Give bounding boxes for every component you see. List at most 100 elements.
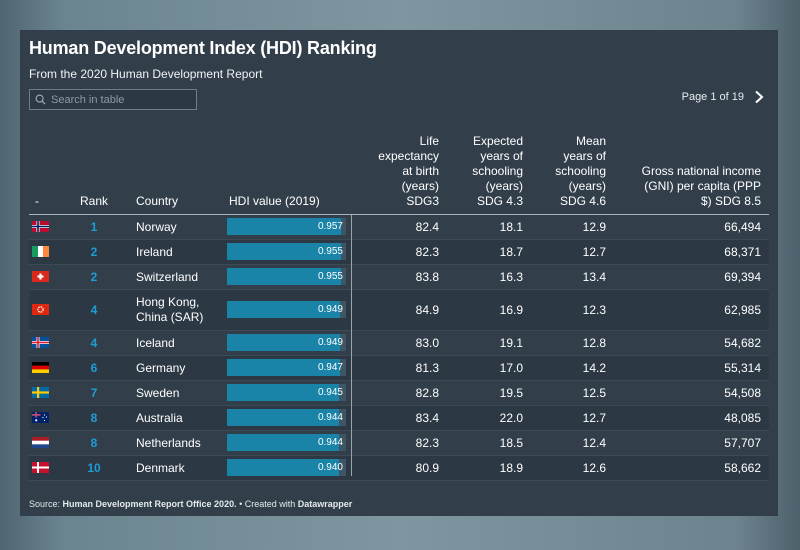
country-cell: Germany bbox=[136, 356, 226, 380]
created-tool-link[interactable]: Datawrapper bbox=[297, 499, 353, 509]
hdi-value: 0.955 bbox=[317, 271, 343, 282]
life-expectancy-cell: 82.3 bbox=[415, 245, 439, 259]
switzerland-flag-icon bbox=[32, 271, 49, 282]
page-title: Human Development Index (HDI) Ranking bbox=[29, 38, 377, 58]
country-cell: Ireland bbox=[136, 240, 226, 264]
country-cell: Norway bbox=[136, 215, 226, 239]
col-header-gni-line: (GNI) per capita (PPP bbox=[644, 179, 761, 193]
expected-schooling-cell: 16.9 bbox=[499, 303, 523, 317]
mean-schooling-cell: 12.8 bbox=[582, 336, 606, 350]
rank-cell: 4 bbox=[90, 336, 98, 350]
country-name: Netherlands bbox=[136, 435, 201, 450]
iceland-flag-icon bbox=[32, 337, 49, 348]
hdi-bar-track: 0.944 bbox=[227, 434, 346, 451]
mean-schooling-cell: 12.7 bbox=[582, 245, 606, 259]
hdi-bar-track: 0.947 bbox=[227, 359, 346, 376]
mean-schooling-cell: 13.4 bbox=[582, 270, 606, 284]
hdi-bar-track: 0.955 bbox=[227, 268, 346, 285]
col-header-life-expectancy-line: SDG3 bbox=[406, 194, 439, 208]
hdi-value: 0.945 bbox=[317, 387, 343, 398]
table-row: 10 Denmark 0.940 80.9 18.9 12.6 58,662 bbox=[29, 456, 769, 481]
col-header-hdi[interactable]: HDI value (2019) bbox=[229, 194, 320, 208]
source-name: Human Development Report Office 2020. bbox=[62, 499, 237, 509]
life-expectancy-cell: 83.4 bbox=[415, 411, 439, 425]
mean-schooling-cell: 12.9 bbox=[582, 220, 606, 234]
col-header-rank[interactable]: Rank bbox=[79, 194, 108, 208]
col-header-country[interactable]: Country bbox=[136, 194, 179, 208]
search-icon bbox=[35, 94, 46, 105]
country-cell: Denmark bbox=[136, 456, 226, 480]
norway-flag-icon bbox=[32, 221, 49, 232]
gni-cell: 58,662 bbox=[724, 461, 761, 475]
country-name: Denmark bbox=[136, 460, 185, 475]
column-divider bbox=[351, 215, 352, 476]
expected-schooling-cell: 18.9 bbox=[499, 461, 523, 475]
country-cell: Sweden bbox=[136, 381, 226, 405]
chevron-right-icon bbox=[755, 90, 764, 104]
table-header: - Rank Country HDI value (2019) Life expe… bbox=[29, 134, 769, 215]
table-row: 8 Australia 0.944 83.4 22.0 12.7 48,085 bbox=[29, 406, 769, 431]
table-row: 2 Ireland 0.955 82.3 18.7 12.7 68,371 bbox=[29, 240, 769, 265]
search-input[interactable] bbox=[51, 93, 186, 106]
country-cell: Switzerland bbox=[136, 265, 226, 289]
gni-cell: 54,682 bbox=[724, 336, 761, 350]
life-expectancy-cell: 82.3 bbox=[415, 436, 439, 450]
col-header-mean-schooling-line: SDG 4.6 bbox=[559, 194, 606, 208]
source-note: Source: Human Development Report Office … bbox=[29, 499, 352, 509]
denmark-flag-icon bbox=[32, 462, 49, 473]
life-expectancy-cell: 81.3 bbox=[415, 361, 439, 375]
hdi-bar bbox=[227, 459, 339, 476]
col-header-mean-schooling-line: years of bbox=[563, 149, 606, 163]
pagination: Page 1 of 19 bbox=[682, 90, 764, 104]
hdi-value: 0.947 bbox=[317, 362, 343, 373]
col-header-gni[interactable]: Gross national income (GNI) per capita (P… bbox=[609, 164, 761, 209]
mean-schooling-cell: 14.2 bbox=[582, 361, 606, 375]
rank-cell: 10 bbox=[87, 461, 101, 475]
chart-card: Human Development Index (HDI) Ranking Fr… bbox=[20, 30, 778, 516]
next-page-button[interactable] bbox=[754, 90, 764, 104]
country-name: Hong Kong, bbox=[136, 295, 200, 309]
gni-cell: 55,314 bbox=[724, 361, 761, 375]
table-row: 4 Iceland 0.949 83.0 19.1 12.8 54,682 bbox=[29, 331, 769, 356]
life-expectancy-cell: 83.0 bbox=[415, 336, 439, 350]
col-header-gni-line: $) SDG 8.5 bbox=[700, 194, 761, 208]
col-header-expected-schooling[interactable]: Expected years of schooling (years) SDG 4.3 bbox=[441, 134, 523, 209]
col-header-mean-schooling-line: Mean bbox=[575, 134, 606, 148]
page-indicator: Page 1 of 19 bbox=[681, 91, 744, 103]
hdi-value: 0.949 bbox=[317, 337, 343, 348]
rank-cell: 6 bbox=[90, 361, 98, 375]
mean-schooling-cell: 12.6 bbox=[582, 461, 606, 475]
country-name: Germany bbox=[136, 360, 186, 375]
hdi-bar bbox=[227, 384, 340, 401]
search-box[interactable] bbox=[29, 89, 197, 110]
col-header-flag[interactable]: - bbox=[35, 194, 39, 208]
country-name: Switzerland bbox=[136, 269, 199, 284]
table-body: 1 Norway 0.957 82.4 18.1 12.9 66,494 2 Ireland 0.… bbox=[29, 215, 769, 481]
gni-cell: 48,085 bbox=[724, 411, 761, 425]
expected-schooling-cell: 18.5 bbox=[499, 436, 523, 450]
hdi-value: 0.955 bbox=[317, 246, 343, 257]
expected-schooling-cell: 18.7 bbox=[499, 245, 523, 259]
table-row: 8 Netherlands 0.944 82.3 18.5 12.4 57,707 bbox=[29, 431, 769, 456]
col-header-life-expectancy[interactable]: Life expectancy at birth (years) SDG3 bbox=[359, 134, 439, 209]
country-name: Ireland bbox=[136, 244, 173, 259]
hdi-bar-track: 0.955 bbox=[227, 243, 346, 260]
hdi-bar bbox=[227, 301, 340, 318]
col-header-life-expectancy-line: Life bbox=[419, 134, 439, 148]
gni-cell: 66,494 bbox=[724, 220, 761, 234]
rank-cell: 4 bbox=[90, 303, 98, 317]
source-prefix: Source: bbox=[29, 499, 63, 509]
hdi-value: 0.957 bbox=[317, 221, 343, 232]
rank-cell: 8 bbox=[90, 436, 98, 450]
gni-cell: 68,371 bbox=[724, 245, 761, 259]
rank-cell: 2 bbox=[90, 270, 98, 284]
table-row: 7 Sweden 0.945 82.8 19.5 12.5 54,508 bbox=[29, 381, 769, 406]
mean-schooling-cell: 12.7 bbox=[582, 411, 606, 425]
expected-schooling-cell: 22.0 bbox=[499, 411, 523, 425]
country-name: Sweden bbox=[136, 385, 180, 400]
table-row: 4 Hong Kong, China (SAR) 0.949 84.9 16.9 12.3 6… bbox=[29, 290, 769, 331]
table-row: 1 Norway 0.957 82.4 18.1 12.9 66,494 bbox=[29, 215, 769, 240]
ireland-flag-icon bbox=[32, 246, 49, 257]
hdi-bar bbox=[227, 218, 341, 235]
col-header-mean-schooling[interactable]: Mean years of schooling (years) SDG 4.6 bbox=[525, 134, 606, 209]
